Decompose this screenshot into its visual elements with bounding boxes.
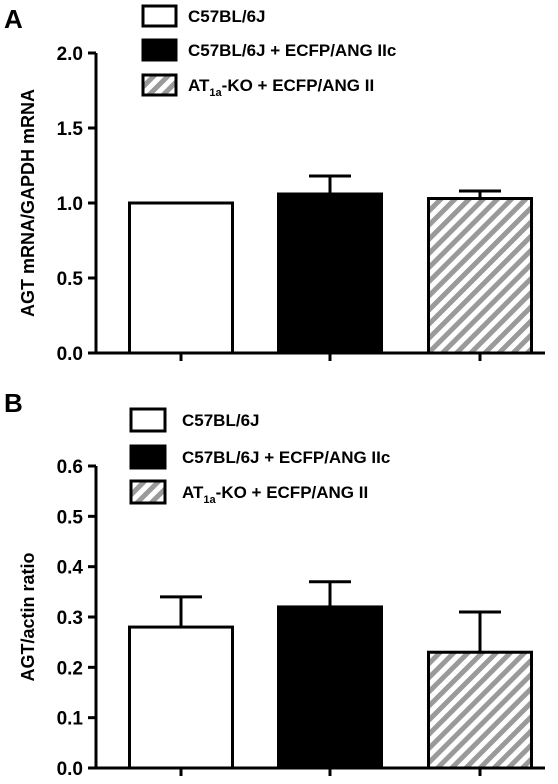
y-tick-label: 0.0 (57, 759, 83, 780)
panel-a-y-axis-label: AGT mRNA/GAPDH mRNA (18, 89, 38, 317)
bar-1 (128, 625, 234, 770)
bar-2 (277, 605, 383, 770)
panel-b-chart: B AGT/actin ratio C57BL/6J C57BL/6J + ECF… (4, 388, 545, 780)
panel-a-bars (128, 174, 533, 355)
y-tick-label: 0.2 (57, 658, 83, 679)
panel-b-legend: C57BL/6J C57BL/6J + ECFP/ANG IIc AT1a-KO +… (129, 407, 390, 506)
y-tick-label: 1.5 (57, 119, 84, 140)
y-tick-label: 0.0 (57, 344, 83, 365)
panel-a-legend: C57BL/6J C57BL/6J + ECFP/ANG IIc AT1a-KO +… (141, 4, 396, 99)
legend-label: C57BL/6J + ECFP/ANG IIc (188, 41, 396, 60)
legend-label-rest: -KO + ECFP/ANG II (216, 483, 369, 502)
y-tick-label: 0.6 (57, 457, 83, 478)
legend-label: C57BL/6J (188, 7, 265, 26)
y-tick-label: 0.5 (57, 507, 84, 528)
bar-2 (277, 192, 383, 355)
legend-swatch (141, 38, 178, 62)
legend-label: C57BL/6J (182, 411, 259, 430)
bar-3 (427, 650, 533, 770)
panel-b-y-axis-label: AGT/actin ratio (18, 552, 38, 681)
bar-3 (427, 197, 533, 355)
panel-a-chart: A AGT mRNA/GAPDH mRNA C57BL/6J C57BL/6J +… (4, 4, 545, 365)
legend-swatch (141, 4, 178, 28)
panel-a-letter: A (4, 4, 23, 34)
legend-label-main: AT (182, 483, 204, 502)
legend-swatch (129, 479, 167, 505)
legend-label-subscript: 1a (203, 494, 216, 506)
legend-label-main: AT (188, 76, 210, 95)
y-tick-label: 0.5 (57, 269, 84, 290)
y-tick-label: 2.0 (57, 44, 83, 65)
y-tick-label: 0.3 (57, 608, 83, 629)
legend-label: AT1a-KO + ECFP/ANG II (182, 483, 368, 506)
y-tick-label: 1.0 (57, 194, 83, 215)
legend-label-subscript: 1a (209, 87, 222, 99)
legend-label: AT1a-KO + ECFP/ANG II (188, 76, 374, 99)
legend-swatch (141, 73, 178, 97)
legend-label-rest: -KO + ECFP/ANG II (222, 76, 375, 95)
y-tick-label: 0.4 (57, 558, 84, 579)
panel-b-bars (128, 580, 533, 770)
legend-swatch (129, 407, 167, 433)
legend-swatch (129, 444, 167, 470)
bar-1 (128, 201, 234, 355)
legend-label: C57BL/6J + ECFP/ANG IIc (182, 448, 390, 467)
panel-b-letter: B (4, 388, 23, 418)
y-tick-label: 0.1 (57, 709, 84, 730)
